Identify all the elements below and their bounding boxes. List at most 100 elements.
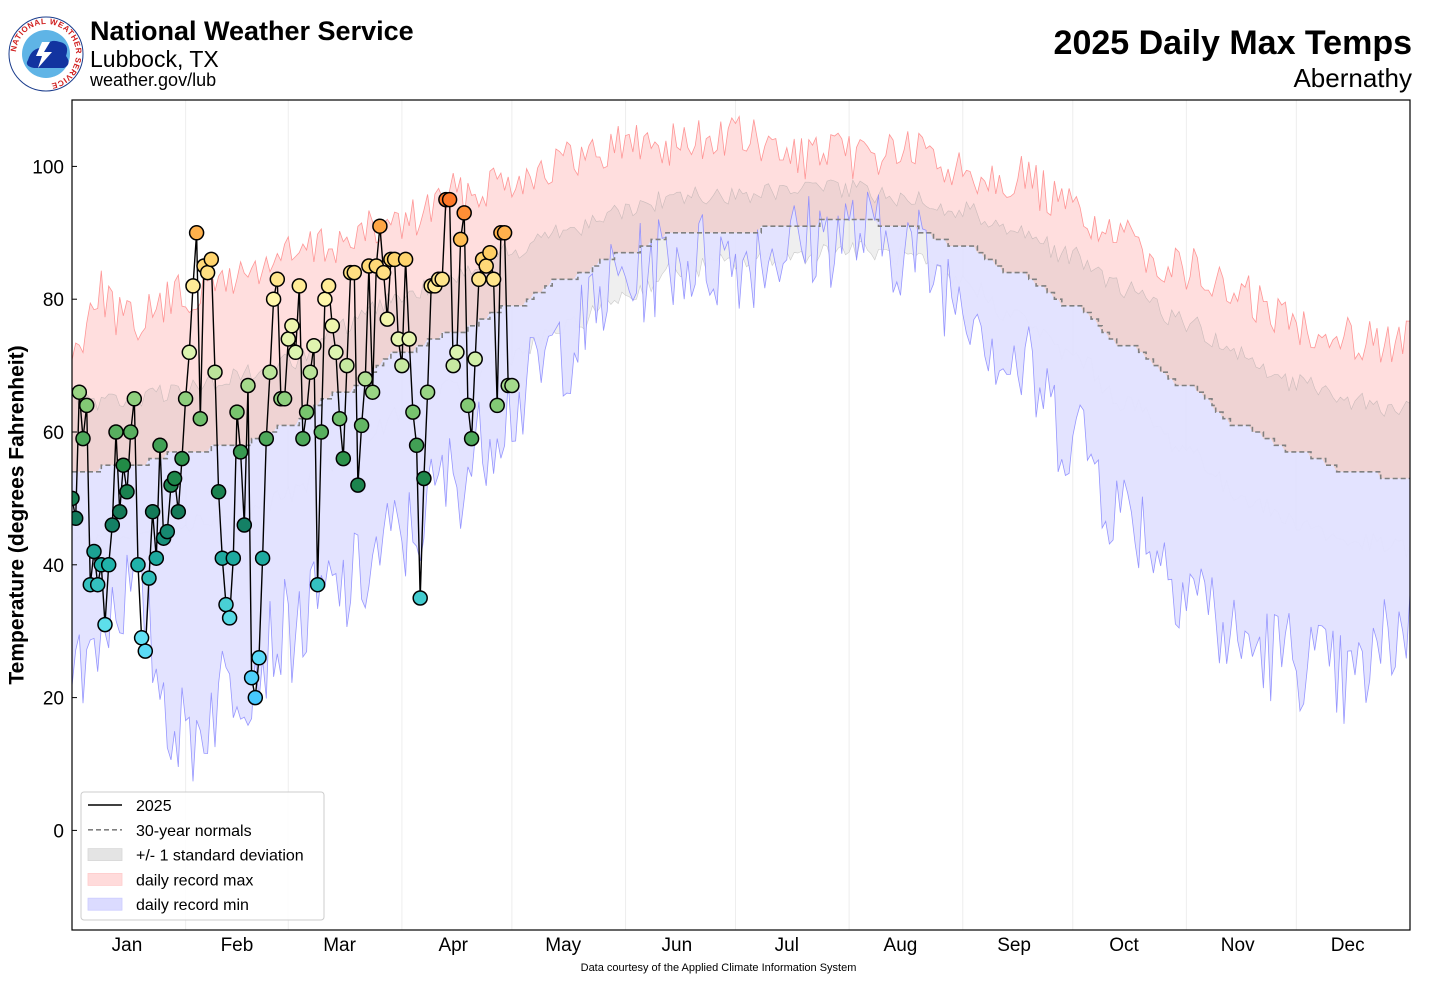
data-point xyxy=(379,311,396,327)
legend-entry: 2025 xyxy=(88,798,172,815)
data-point xyxy=(199,264,216,281)
data-point xyxy=(295,430,311,447)
data-point xyxy=(72,490,80,507)
data-point xyxy=(346,264,363,281)
data-point xyxy=(86,543,102,560)
y-tick-label: 20 xyxy=(43,689,64,710)
data-point xyxy=(130,557,146,573)
normal-line xyxy=(72,218,1410,480)
data-point xyxy=(152,437,168,454)
data-point xyxy=(89,576,106,593)
data-point xyxy=(353,417,370,434)
data-point xyxy=(265,291,282,307)
data-point xyxy=(225,550,242,566)
x-tick-label: Sep xyxy=(997,935,1031,956)
data-point xyxy=(229,404,245,420)
data-point xyxy=(287,344,304,361)
data-point xyxy=(236,517,253,533)
record-min-band xyxy=(72,191,1410,782)
data-point xyxy=(350,477,366,493)
legend: 2025 30-year normals +/- 1 standard deviat… xyxy=(80,791,325,921)
data-point xyxy=(247,689,264,706)
data-point xyxy=(313,424,330,440)
data-point xyxy=(258,430,275,447)
data-point xyxy=(357,371,374,387)
data-point xyxy=(441,191,458,208)
data-point xyxy=(412,590,428,606)
y-axis-label: Temperature (degrees Fahrenheit) xyxy=(6,345,29,684)
legend-label: 2025 xyxy=(136,798,172,815)
x-tick-label: Apr xyxy=(438,935,468,956)
data-point xyxy=(72,510,84,527)
data-point xyxy=(203,251,220,268)
data-point xyxy=(108,424,124,440)
data-point xyxy=(144,503,161,520)
data-point xyxy=(449,344,465,361)
x-tick-label: Mar xyxy=(323,935,356,956)
series-points-2025 xyxy=(72,191,520,706)
data-point xyxy=(137,643,154,659)
record-max-band xyxy=(72,116,1410,479)
site-url[interactable]: weather.gov/lub xyxy=(90,70,217,90)
data-point xyxy=(97,616,113,633)
data-point xyxy=(401,331,417,347)
data-point xyxy=(471,271,487,288)
data-point xyxy=(364,384,381,400)
data-point xyxy=(467,351,483,367)
data-point xyxy=(504,377,520,394)
x-tick-label: May xyxy=(545,935,581,956)
data-point xyxy=(192,410,209,427)
data-point xyxy=(485,271,502,288)
data-point xyxy=(218,596,234,613)
data-point xyxy=(416,470,432,487)
data-point xyxy=(306,337,322,354)
data-point xyxy=(496,225,513,241)
data-point xyxy=(478,258,494,274)
data-point xyxy=(397,251,414,268)
data-point xyxy=(460,397,476,414)
data-point xyxy=(111,503,128,520)
title-block: 2025 Daily Max Temps Abernathy xyxy=(1054,24,1412,94)
data-point xyxy=(317,291,333,307)
data-point xyxy=(210,484,227,500)
chart-title: 2025 Daily Max Temps xyxy=(1053,24,1412,62)
y-tick-label: 0 xyxy=(53,821,64,842)
data-point xyxy=(331,410,348,427)
data-point xyxy=(276,391,293,407)
y-axis: 0 20 40 60 80 100 xyxy=(32,157,77,842)
org-name: National Weather Service xyxy=(90,16,414,46)
data-point xyxy=(78,397,95,414)
chart-subtitle: Abernathy xyxy=(1293,63,1412,93)
data-point xyxy=(302,364,319,380)
data-point xyxy=(482,244,498,261)
data-point xyxy=(434,271,450,288)
x-tick-label: Jun xyxy=(662,935,693,956)
data-point xyxy=(452,231,469,248)
data-point xyxy=(72,384,88,400)
x-tick-label: Dec xyxy=(1331,935,1365,956)
data-point xyxy=(394,357,410,374)
legend-entry: daily record min xyxy=(87,897,249,914)
legend-entry: +/- 1 standard deviation xyxy=(87,848,304,865)
data-point xyxy=(174,450,190,467)
record-min-line xyxy=(72,191,1410,782)
legend-entry: 30-year normals xyxy=(88,823,252,840)
data-point xyxy=(115,457,132,473)
data-point xyxy=(456,205,472,221)
legend-label: daily record max xyxy=(136,872,253,889)
data-point xyxy=(119,484,135,500)
data-point xyxy=(207,364,223,380)
data-point xyxy=(177,391,194,407)
data-point xyxy=(269,271,286,288)
data-point xyxy=(339,357,355,374)
data-point xyxy=(408,437,425,454)
data-point xyxy=(148,550,165,566)
data-point xyxy=(405,404,421,420)
data-point xyxy=(100,557,117,573)
data-point xyxy=(372,218,388,234)
data-point xyxy=(188,225,205,241)
data-point xyxy=(221,610,238,626)
data-point xyxy=(280,331,297,347)
data-point xyxy=(170,503,187,520)
